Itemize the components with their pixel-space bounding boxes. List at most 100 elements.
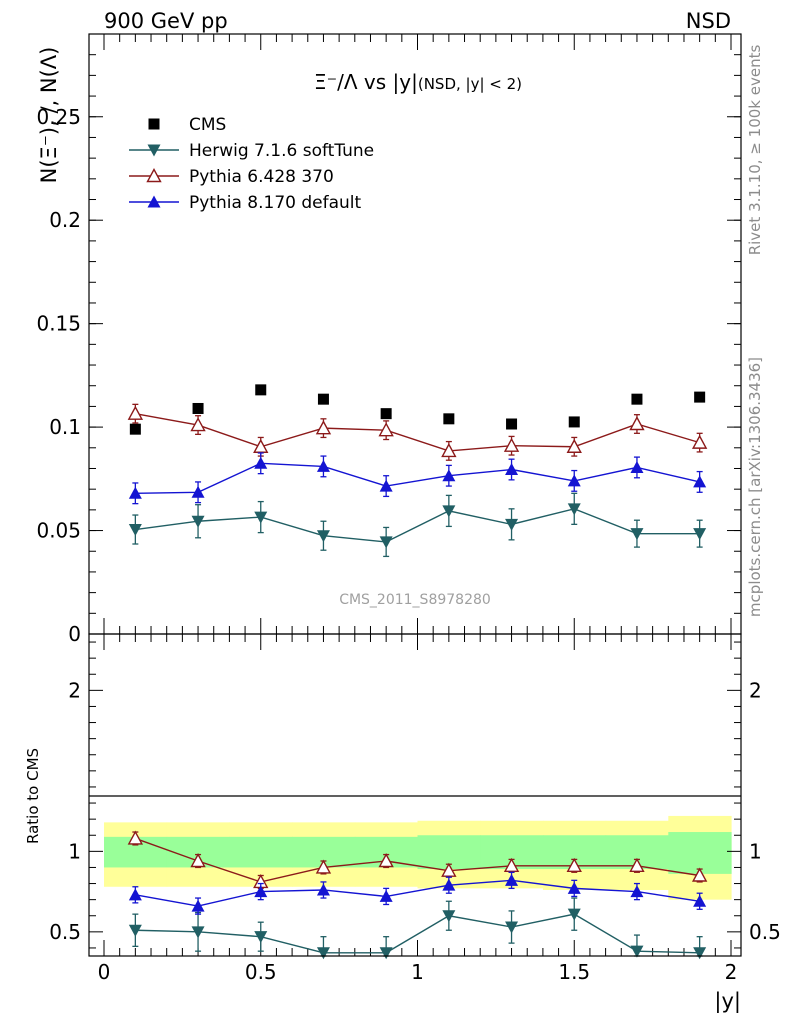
main-data-point: [631, 393, 643, 405]
main-data-point: [315, 420, 332, 435]
legend-label: Pythia 8.170 default: [189, 193, 362, 213]
ratio-data-point: [691, 867, 708, 882]
main-data-point: [378, 422, 394, 437]
main-data-point: [630, 460, 644, 473]
legend-label: Pythia 6.428 370: [189, 167, 334, 187]
ratio-data-point: [254, 931, 268, 944]
ratio-data-point: [693, 894, 707, 907]
main-y-axis-label: N(Ξ⁻), /, N(Λ): [37, 47, 61, 184]
ratio-y-tick-label: 2: [68, 678, 81, 702]
ratio-y-tick-label-right: 0.5: [749, 920, 781, 944]
ratio-band-green: [668, 832, 732, 874]
main-data-point: [129, 423, 141, 435]
ratio-data-point: [441, 862, 457, 877]
main-data-point: [254, 511, 268, 524]
ratio-data-point: [379, 889, 393, 902]
main-series-line: [135, 412, 700, 452]
legend-marker: [148, 118, 160, 130]
legend-marker: [147, 195, 161, 208]
ratio-data-point: [254, 885, 268, 898]
main-data-point: [380, 408, 392, 420]
x-tick-label: 1.5: [558, 960, 590, 984]
main-data-point: [191, 515, 205, 528]
main-data-point: [567, 503, 581, 516]
main-y-ticks: 0 0.05 0.1 0.15 0.2 0.25: [36, 54, 741, 646]
legend-label: CMS: [189, 115, 226, 135]
ratio-data-point: [378, 853, 394, 868]
ratio-data-point: [127, 830, 144, 845]
main-data-point: [693, 528, 707, 541]
main-data-point: [192, 402, 204, 414]
ratio-data-point: [567, 908, 581, 921]
ratio-data-point: [191, 899, 205, 912]
legend-marker: [147, 144, 161, 157]
ratio-data-point: [630, 885, 644, 898]
plot-title: Ξ⁻/Λ vs |y|(NSD, |y| < 2): [314, 70, 522, 94]
rivet-label: Rivet 3.1.10, ≥ 100k events: [746, 45, 764, 256]
x-axis-label: |y|: [714, 989, 741, 1014]
main-data-point: [693, 475, 707, 488]
legend-marker: [146, 168, 162, 183]
main-data-point: [442, 505, 456, 518]
main-data-point: [128, 524, 142, 537]
main-data-point: [443, 413, 455, 425]
ratio-y-tick-label: 1: [68, 839, 81, 863]
main-data-point: [694, 391, 706, 403]
main-y-tick-label: 0.15: [36, 312, 81, 336]
ratio-y-axis-label: Ratio to CMS: [24, 748, 42, 844]
main-y-tick-label: 0.05: [36, 519, 81, 543]
ratio-series-2: [128, 871, 707, 915]
ratio-series-line: [135, 913, 700, 954]
main-data-point: [317, 393, 329, 405]
main-data-point: [505, 463, 519, 476]
main-data-point: [503, 437, 520, 452]
header-right: NSD: [686, 9, 731, 33]
main-data-point: [316, 459, 330, 472]
ratio-data-point: [505, 921, 519, 934]
ratio-series-1: [127, 830, 708, 890]
x-tick-label: 1: [411, 960, 424, 984]
main-data-point: [316, 530, 330, 543]
main-y-tick-label: 0.1: [49, 415, 81, 439]
main-series-3: [128, 452, 707, 505]
ratio-series-line: [135, 837, 700, 883]
main-data-point: [630, 528, 644, 541]
ratio-data-point: [693, 947, 707, 960]
main-data-point: [441, 442, 457, 458]
plot-title-main: Ξ⁻/Λ vs |y|: [314, 70, 418, 94]
x-tick-label: 0: [98, 960, 111, 984]
ratio-data-point: [379, 947, 393, 960]
ratio-frame: [88, 633, 742, 957]
ratio-data-layer: [127, 830, 708, 960]
ratio-series-line: [135, 879, 700, 907]
ratio-band-green: [229, 836, 293, 868]
x-tick-label: 2: [725, 960, 738, 984]
main-series-line: [135, 462, 700, 495]
ratio-data-point: [190, 853, 206, 868]
legend: CMS Herwig 7.1.6 softTune Pythia 6.428 370…: [129, 115, 374, 213]
main-data-point: [505, 518, 519, 531]
main-data-point: [691, 434, 708, 449]
watermark: CMS_2011_S8978280: [339, 592, 491, 608]
main-series-line: [135, 508, 700, 543]
ratio-data-point: [315, 859, 332, 874]
ratio-data-point: [128, 888, 142, 901]
main-data-point: [254, 456, 268, 469]
ratio-data-point: [128, 924, 142, 937]
ratio-data-point: [191, 926, 205, 939]
main-data-layer: [127, 384, 708, 558]
plot-title-suffix: (NSD, |y| < 2): [418, 75, 522, 93]
ratio-panel: 0.5 0.5 1 1 2 2 0 0.5 1 1.5 2 Ratio to CMS |y|: [24, 34, 781, 1014]
ratio-y-tick-label-right: 2: [749, 678, 762, 702]
ratio-y-ticks: 0.5 0.5 1 1 2 2: [49, 641, 781, 949]
main-series-1: [128, 492, 707, 558]
main-data-point: [568, 416, 580, 428]
main-data-point: [567, 474, 581, 487]
main-data-point: [629, 416, 645, 431]
main-data-point: [190, 417, 206, 432]
ratio-y-tick-label: 0.5: [49, 920, 81, 944]
main-data-point: [253, 438, 269, 453]
main-data-point: [255, 384, 267, 396]
main-data-point: [127, 405, 144, 420]
